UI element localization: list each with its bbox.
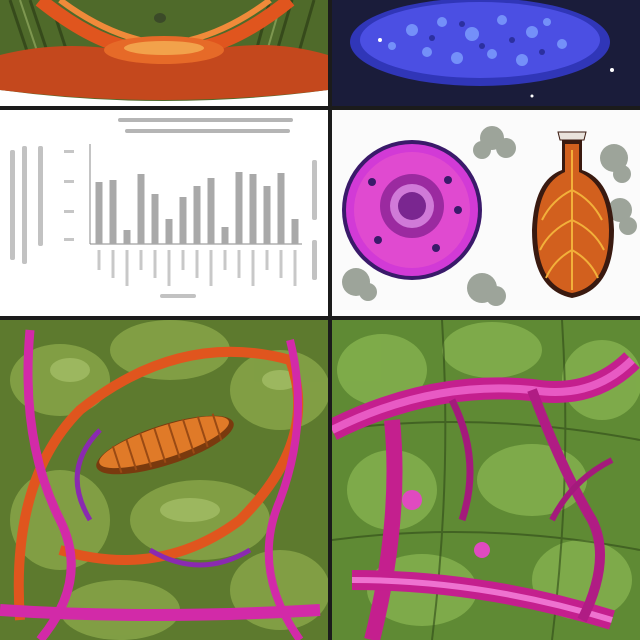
panel-top-right bbox=[332, 0, 640, 106]
category-label-1 bbox=[97, 250, 101, 270]
sphere-and-pod-illustration bbox=[332, 110, 640, 316]
bar-9 bbox=[207, 178, 215, 244]
category-label-11 bbox=[237, 250, 241, 278]
panel-bottom-right bbox=[332, 320, 640, 640]
panel-top-left bbox=[0, 0, 328, 106]
panel-bottom-left bbox=[0, 320, 328, 640]
category-label-6 bbox=[167, 250, 171, 286]
bar-1 bbox=[95, 182, 103, 244]
bar-8 bbox=[193, 186, 201, 244]
illegible-tick-labels bbox=[64, 150, 74, 241]
category-label-9 bbox=[209, 250, 213, 286]
category-label-13 bbox=[265, 250, 269, 270]
bar-5 bbox=[151, 194, 159, 244]
bar-10 bbox=[221, 227, 229, 244]
panel-mid-right bbox=[332, 110, 640, 316]
category-label-15 bbox=[293, 250, 297, 286]
category-label-10 bbox=[223, 250, 227, 270]
bar-11 bbox=[235, 172, 243, 244]
panel-mid-left bbox=[0, 110, 328, 316]
bar-13 bbox=[263, 186, 271, 244]
bar-7 bbox=[179, 197, 187, 244]
category-label-7 bbox=[181, 250, 185, 270]
category-label-12 bbox=[251, 250, 255, 286]
bar-15 bbox=[291, 219, 299, 244]
segmented-body-illustration bbox=[0, 320, 328, 640]
category-label-14 bbox=[279, 250, 283, 278]
bar-chart bbox=[10, 118, 317, 298]
category-label-5 bbox=[153, 250, 157, 278]
bar-4 bbox=[137, 174, 145, 244]
blue-cell-illustration bbox=[332, 0, 640, 106]
bar-3 bbox=[123, 230, 131, 244]
category-label-4 bbox=[139, 250, 143, 270]
tube-network-illustration bbox=[332, 320, 640, 640]
category-label-2 bbox=[111, 250, 115, 278]
bar-12 bbox=[249, 174, 257, 244]
category-label-8 bbox=[195, 250, 199, 278]
category-label-3 bbox=[125, 250, 129, 286]
bar-2 bbox=[109, 180, 117, 244]
orange-branching-illustration bbox=[0, 0, 328, 106]
illegible-title-lines bbox=[118, 118, 293, 133]
bar-14 bbox=[277, 173, 285, 244]
bar-6 bbox=[165, 219, 173, 244]
illegible-side-labels bbox=[10, 146, 317, 298]
